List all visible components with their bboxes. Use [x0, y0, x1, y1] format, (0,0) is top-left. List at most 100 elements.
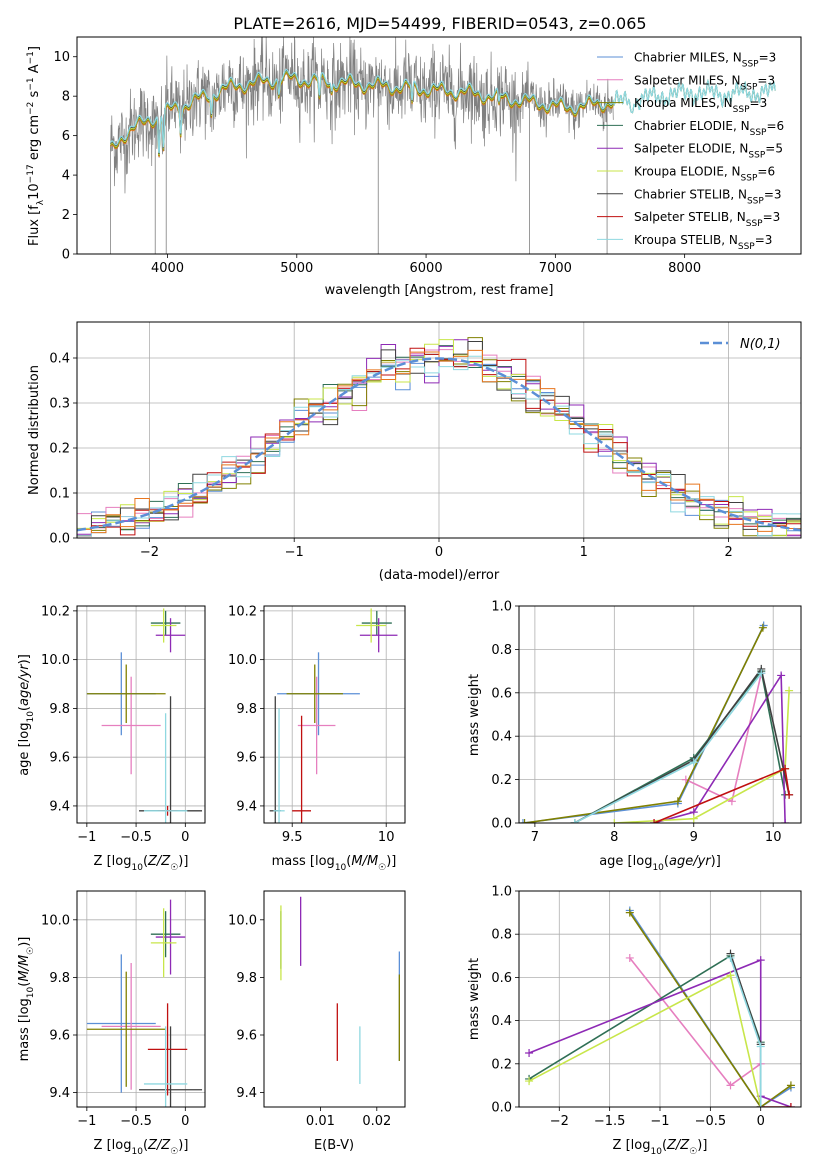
plot-area [86, 608, 203, 823]
x-tick-label: 0.01 [306, 1114, 335, 1129]
x-tick-label: 8000 [668, 261, 701, 276]
legend-label: Salpeter STELIB, NSSP=3 [634, 210, 780, 229]
errorbar-point [86, 954, 156, 1093]
axes-frame [263, 890, 406, 1108]
panel-weight_vs_Z: −2 −1.5 −1 −0.5 0 0.0 0.2 0.4 0.6 0.8 1.0 Z [log10(… [467, 885, 802, 1157]
y-tick-label: 0.0 [491, 1101, 512, 1116]
weight-marker [781, 819, 790, 823]
y-axis-label: Normed distribution [27, 365, 42, 495]
errorbar-point [101, 676, 161, 775]
plot-area [525, 906, 795, 1107]
y-tick-label: 1.0 [491, 885, 512, 900]
y-tick-label: 4 [62, 169, 70, 184]
legend-label: Chabrier STELIB, NSSP=3 [634, 187, 782, 206]
errorbar-point [155, 618, 186, 653]
x-tick-label: −2 [550, 1114, 569, 1129]
x-axis-label: age [log10(age/yr)] [599, 854, 721, 873]
histogram-step [77, 349, 801, 538]
histogram-step [77, 355, 801, 538]
axes-frame [76, 36, 802, 255]
weight-marker [726, 971, 735, 980]
y-tick-label: 9.8 [49, 971, 70, 986]
plot-area [280, 896, 401, 1084]
y-tick-label: 9.8 [236, 971, 257, 986]
x-tick-label: 2 [724, 545, 732, 560]
errorbar-point [356, 608, 387, 643]
weight-line [528, 958, 792, 1107]
y-tick-label: 10.2 [228, 604, 257, 619]
y-tick-label: 9.8 [236, 702, 257, 717]
panel-spectrum: 4000 5000 6000 7000 8000 0 2 4 6 8 10 Chabrier MILE… [26, 36, 802, 298]
x-tick-label: 9.5 [282, 830, 303, 845]
weight-marker [625, 953, 634, 962]
axes-frame [518, 890, 802, 1108]
y-tick-label: 10.0 [228, 913, 257, 928]
y-tick-label: 0.0 [49, 532, 70, 547]
weight-line [629, 912, 792, 1107]
errorbar-point [359, 618, 398, 653]
panel-residuals: −2 −1 0 1 2 0.0 0.1 0.2 0.3 0.4 N(0,1) (data-model)… [27, 321, 802, 583]
y-tick-label: 0.4 [49, 352, 70, 367]
y-tick-label: 0.6 [491, 686, 512, 701]
axes-frame [518, 605, 802, 824]
legend-label: Salpeter ELODIE, NSSP=5 [634, 142, 783, 161]
weight-marker [756, 1103, 765, 1107]
x-tick-label: 0 [435, 545, 443, 560]
weight-marker [726, 1081, 735, 1090]
axes-frame [263, 605, 406, 824]
weight-marker [756, 956, 765, 965]
weight-marker [650, 819, 659, 823]
x-tick-label: −1 [285, 545, 304, 560]
y-axis-label: age [log10(age/yr)] [17, 654, 36, 776]
y-tick-label: 0.6 [491, 971, 512, 986]
residuals-legend: N(0,1) [700, 337, 781, 352]
weight-line [653, 672, 786, 823]
legend-label: Salpeter MILES, NSSP=3 [634, 73, 775, 92]
errorbar-point [139, 1026, 203, 1107]
x-tick-label: 7000 [539, 261, 572, 276]
weight-marker [726, 953, 735, 962]
weight-marker [786, 1081, 795, 1090]
x-tick-label: 9 [690, 830, 698, 845]
x-tick-label: −1.5 [594, 1114, 626, 1129]
x-axis-label: Z [log10(Z/Z☉)] [94, 1138, 189, 1157]
y-tick-label: 0 [62, 248, 70, 263]
weight-marker [759, 621, 768, 630]
y-tick-label: 0.3 [49, 397, 70, 412]
x-tick-label: 0 [181, 830, 189, 845]
x-tick-label: 10 [765, 830, 782, 845]
y-axis-label: Flux [fλ10−17 erg cm−2 s−1 A−1] [26, 46, 46, 246]
weight-marker [520, 819, 529, 823]
y-tick-label: 0.0 [491, 817, 512, 832]
legend-label: Kroupa ELODIE, NSSP=6 [634, 165, 775, 184]
x-axis-label: mass [log10(M/M☉)] [272, 854, 397, 873]
legend-label: Chabrier ELODIE, NSSP=6 [634, 119, 784, 138]
spectrum-data-line [110, 37, 614, 194]
x-tick-label: 6000 [410, 261, 443, 276]
y-tick-label: 9.6 [236, 1029, 257, 1044]
y-tick-label: 0.8 [491, 643, 512, 658]
y-tick-label: 0.2 [491, 1057, 512, 1072]
weight-marker [758, 623, 767, 632]
y-tick-label: 0.4 [491, 730, 512, 745]
y-tick-label: 9.4 [236, 1086, 257, 1101]
x-tick-label: −0.5 [120, 1114, 152, 1129]
normal-distribution-curve [77, 357, 801, 532]
errorbar-point [143, 713, 188, 823]
weight-line [574, 667, 790, 823]
plot-area [110, 37, 776, 254]
y-tick-label: 9.4 [49, 1086, 70, 1101]
weight-marker [785, 790, 794, 799]
weight-marker [757, 669, 766, 678]
y-tick-label: 10.0 [228, 653, 257, 668]
weight-marker [785, 686, 794, 695]
weight-marker [689, 758, 698, 767]
y-tick-label: 10 [53, 50, 70, 65]
model-spectrum-line [110, 68, 776, 154]
weight-marker [610, 819, 619, 823]
x-tick-label: 4000 [151, 261, 184, 276]
x-tick-label: −1 [650, 1114, 669, 1129]
weight-marker [786, 1103, 795, 1107]
y-tick-label: 9.4 [49, 799, 70, 814]
x-tick-label: −0.5 [695, 1114, 727, 1129]
